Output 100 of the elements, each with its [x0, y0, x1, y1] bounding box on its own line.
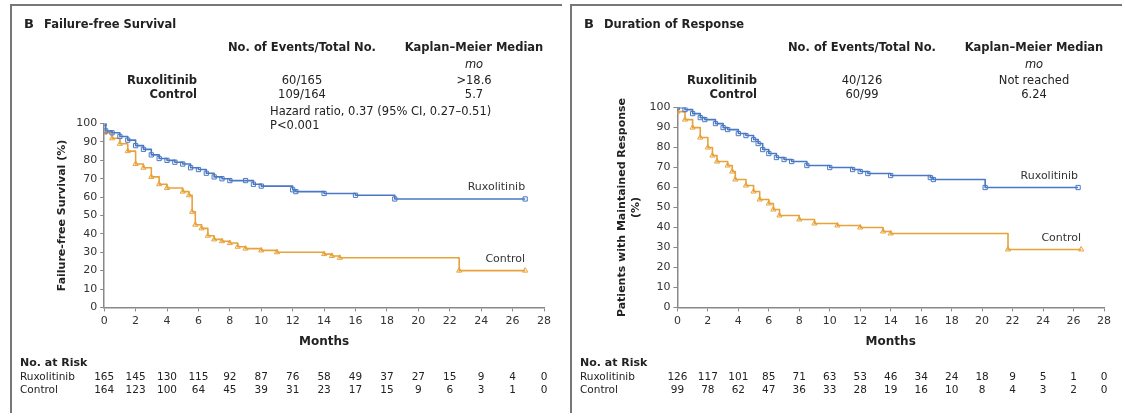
- point: [187, 165, 194, 171]
- point: [273, 248, 281, 255]
- x-tick-label: 0: [100, 313, 108, 327]
- x-tick-label: 6: [765, 313, 773, 327]
- text: Not reached: [997, 73, 1071, 87]
- y-axis-title: Failure-free Survival (%): [55, 139, 69, 292]
- series-label: Control: [485, 252, 526, 265]
- point: [887, 229, 894, 236]
- point: [185, 191, 193, 198]
- point: [352, 192, 359, 198]
- point: [140, 164, 147, 170]
- point: [1004, 245, 1012, 252]
- x-tick-label: 10: [822, 313, 837, 327]
- point: [982, 184, 988, 191]
- x-tick-label: 24: [1036, 313, 1051, 327]
- y-tick-label: 30: [656, 240, 671, 254]
- point: [195, 166, 202, 173]
- point: [755, 140, 761, 147]
- y-tick-label: 70: [83, 171, 98, 185]
- x-tick-label: 8: [226, 313, 234, 327]
- text: 109/164: [277, 87, 327, 101]
- point: [743, 132, 749, 139]
- point: [392, 196, 398, 202]
- point: [742, 182, 750, 188]
- point: [857, 168, 863, 175]
- x-tick-label: 0: [673, 313, 681, 327]
- y-tick-label: 40: [83, 226, 98, 240]
- point: [756, 196, 763, 202]
- x-tick-label: 24: [474, 313, 489, 327]
- point: [773, 154, 780, 161]
- point: [211, 174, 217, 180]
- point: [204, 232, 211, 238]
- x-tick-label: 22: [442, 313, 457, 327]
- x-tick-label: 10: [254, 313, 269, 327]
- y-tick-label: 10: [83, 281, 98, 295]
- text: Ruxolitinib: [685, 73, 757, 87]
- series-label: Ruxolitinib: [1020, 168, 1079, 182]
- annotation: P<0.001: [270, 118, 321, 132]
- point: [702, 116, 708, 123]
- x-tick-label: 14: [883, 313, 898, 327]
- point: [735, 130, 741, 137]
- point: [770, 206, 777, 212]
- text: 5.7: [463, 87, 485, 101]
- y-tick-label: 80: [656, 140, 671, 154]
- x-tick-label: 4: [163, 313, 171, 327]
- point: [321, 250, 328, 257]
- text: No. of Events/Total No.: [227, 40, 377, 54]
- text: mo: [1023, 57, 1045, 71]
- x-tick-label: 2: [704, 313, 712, 327]
- point: [258, 246, 265, 253]
- text: Ruxolitinib 165 145 130 115 92 87 76 58 49 37 27 15 9 4 0: [20, 370, 548, 383]
- point: [456, 267, 463, 273]
- point: [697, 134, 704, 140]
- point: [522, 196, 528, 202]
- y-axis-title: Patients with Maintained Response (%): [615, 97, 642, 318]
- point: [522, 267, 529, 273]
- x-tick-label: 26: [505, 313, 520, 327]
- text: Control: [709, 87, 757, 101]
- y-tick-label: 0: [663, 300, 671, 314]
- x-tick-label: 2: [132, 313, 140, 327]
- y-tick-label: 10: [656, 280, 671, 294]
- text: Kaplan–Meier Median: [964, 40, 1104, 54]
- y-tick-label: 40: [656, 220, 671, 234]
- point: [290, 187, 296, 193]
- point: [172, 159, 178, 165]
- text: 40/126: [840, 73, 884, 87]
- point: [180, 161, 186, 167]
- point: [108, 134, 116, 141]
- y-tick-label: 100: [649, 100, 671, 114]
- point: [328, 252, 336, 258]
- point: [242, 177, 249, 184]
- x-tick-label: 14: [317, 313, 332, 327]
- point: [132, 160, 139, 167]
- text: 6.24: [1020, 87, 1048, 101]
- point: [242, 245, 249, 251]
- y-tick-label: 60: [656, 180, 671, 194]
- point: [682, 107, 688, 113]
- text: mo: [463, 57, 485, 71]
- x-tick-label: 28: [537, 313, 551, 327]
- point: [796, 215, 803, 222]
- y-tick-label: 70: [656, 160, 671, 174]
- y-tick-label: 100: [76, 116, 98, 130]
- point: [226, 239, 233, 246]
- x-tick-label: 26: [1066, 313, 1081, 327]
- x-tick-label: 18: [379, 313, 394, 327]
- point: [234, 243, 241, 249]
- point: [865, 170, 871, 177]
- point: [1075, 184, 1081, 191]
- x-tick-label: 18: [944, 313, 959, 327]
- x-tick-label: 8: [795, 313, 803, 327]
- text: >18.6: [455, 73, 493, 87]
- x-tick-label: 6: [194, 313, 202, 327]
- series-label: Control: [1041, 230, 1082, 244]
- text: Control 99 78 62 47 36 33 28 19 16 10 8 4 3 2 0: [580, 383, 1108, 396]
- point: [198, 224, 205, 231]
- point: [321, 190, 327, 197]
- y-tick-label: 20: [83, 263, 98, 277]
- text: Kaplan–Meier Median: [404, 40, 544, 54]
- point: [109, 130, 115, 136]
- x-tick-label: 16: [348, 313, 363, 327]
